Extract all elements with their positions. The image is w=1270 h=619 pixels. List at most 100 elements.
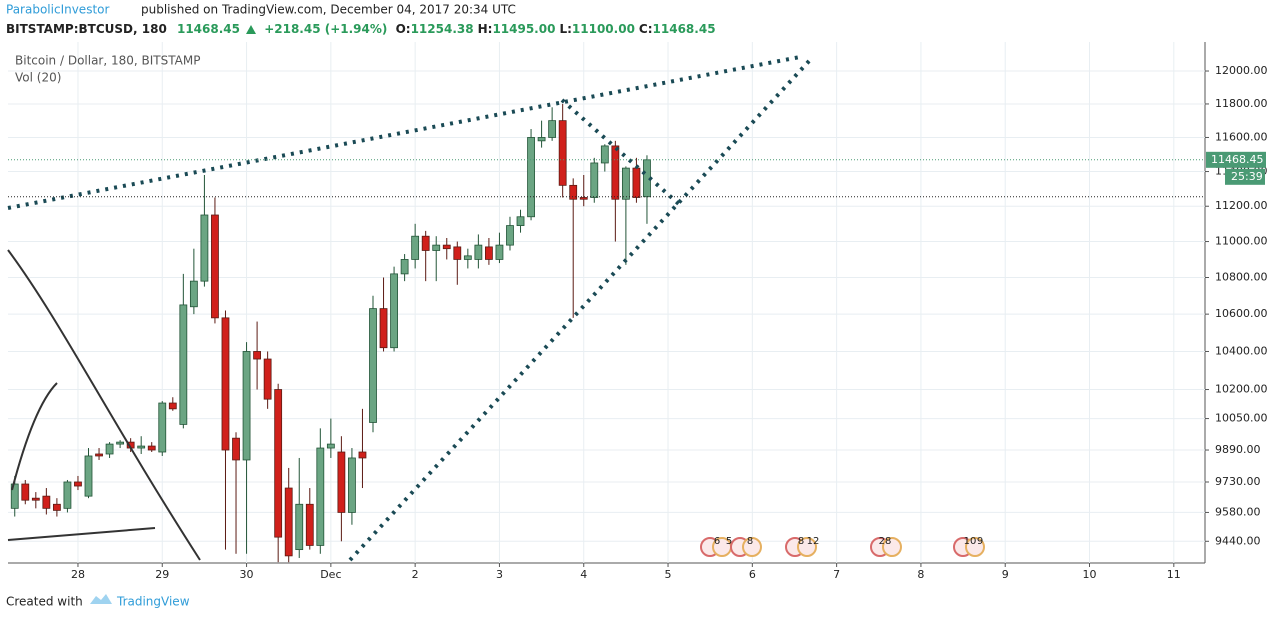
x-tick-label: 9 (1002, 568, 1009, 581)
ohlc-value: 11254.38 (411, 22, 474, 36)
candle-body (411, 235, 420, 260)
candle-body (284, 487, 293, 557)
quote-line: BITSTAMP:BTCUSD, 180 11468.45 +218.45 (+… (6, 22, 716, 36)
x-tick-label: 8 (917, 568, 924, 581)
price: 11468.45 (177, 22, 240, 36)
trendline (348, 58, 812, 562)
candle-body (31, 497, 40, 501)
event-label: 6 (714, 536, 720, 547)
event-label: 8 (747, 536, 753, 547)
event-icon (882, 537, 902, 557)
y-tick-label: 10400.00 (1215, 344, 1268, 357)
x-tick-label: 30 (240, 568, 254, 581)
symbol: BITSTAMP:BTCUSD, 180 (6, 22, 167, 36)
footer-brand[interactable]: TradingView (116, 595, 190, 609)
grid (8, 42, 1205, 563)
candle-body (590, 162, 599, 198)
candle-body (527, 137, 535, 218)
ohlc-value: 11100.00 (572, 22, 635, 36)
candle-body (326, 443, 335, 449)
price-label-box (1206, 151, 1266, 168)
event-label: 28 (879, 536, 892, 547)
candle-body (137, 445, 146, 449)
curve (7, 249, 201, 561)
candle-body (463, 255, 472, 260)
x-tick-label: 7 (833, 568, 840, 581)
chart-subtitle: Vol (20) (15, 71, 61, 85)
candle-body (95, 453, 103, 457)
candle-body (116, 441, 125, 445)
countdown-box (1225, 168, 1265, 185)
candle-body (621, 167, 630, 200)
trendline (560, 98, 682, 207)
event-label: 12 (807, 536, 820, 547)
candle-body (221, 317, 230, 451)
candle-body (274, 389, 283, 538)
candle-body (105, 443, 114, 455)
event-icon (742, 537, 762, 557)
candle-body (369, 308, 377, 423)
ohlc-value: 11468.45 (653, 22, 716, 36)
candle-body (189, 280, 198, 308)
y-tick-label: 10800.00 (1215, 271, 1268, 284)
x-tick-label: 3 (496, 568, 503, 581)
y-tick-label: 9890.00 (1215, 443, 1261, 456)
event-label: 5 (726, 536, 732, 547)
y-tick-label: 11200.00 (1215, 199, 1268, 212)
y-tick-label: 11600.00 (1215, 130, 1268, 143)
footer-text: Created with (6, 595, 83, 609)
candle-body (52, 503, 61, 511)
change: +218.45 (+1.94%) (264, 22, 387, 36)
candle-body (147, 445, 156, 451)
candle-body (232, 437, 240, 461)
y-tick-label: 9580.00 (1215, 505, 1261, 518)
candle-body (74, 481, 82, 487)
candle-body (253, 351, 261, 360)
candle-body (569, 184, 578, 200)
x-tick-label: 6 (749, 568, 756, 581)
y-tick-label: 11800.00 (1215, 97, 1268, 110)
ohlc-label: C: (639, 22, 653, 36)
candle-body (42, 495, 51, 509)
candle-body (516, 216, 525, 226)
candle-body (390, 273, 398, 349)
candle-body (305, 503, 314, 546)
candle-body (611, 145, 620, 200)
y-tick-label: 9440.00 (1215, 534, 1261, 547)
candle-body (84, 455, 93, 497)
candle-body (558, 120, 567, 186)
candle-body (474, 244, 483, 260)
candle-body (21, 483, 30, 501)
candle-body (63, 481, 72, 509)
x-tick-label: 11 (1167, 568, 1181, 581)
candle-body (632, 167, 641, 198)
candle-body (537, 137, 546, 142)
candles (10, 103, 651, 563)
event-icon (965, 537, 985, 557)
x-tick-label: Dec (320, 568, 341, 581)
countdown: 25:39 (1231, 170, 1263, 183)
candle-body (432, 244, 441, 251)
y-tick-label: 10200.00 (1215, 383, 1268, 396)
drawings (7, 55, 812, 562)
candle-body (211, 214, 219, 319)
candle-body (379, 308, 388, 349)
event-label: 9 (977, 536, 983, 547)
x-tick-label: 28 (71, 568, 85, 581)
x-tick-label: 2 (412, 568, 419, 581)
candle-body (168, 402, 177, 410)
trendline (7, 55, 801, 210)
candle-body (242, 351, 251, 461)
candle-body (358, 451, 367, 459)
y-tick-label: 10050.00 (1215, 412, 1268, 425)
ohlc-label: L: (559, 22, 571, 36)
line (7, 527, 156, 541)
event-label: 10 (964, 536, 977, 547)
x-tick-label: 5 (665, 568, 672, 581)
candle-body (316, 447, 325, 546)
author[interactable]: ParabolicInvestor (6, 3, 109, 17)
candle-body (421, 235, 430, 251)
x-tick-label: 29 (155, 568, 169, 581)
candle-body (10, 483, 19, 509)
